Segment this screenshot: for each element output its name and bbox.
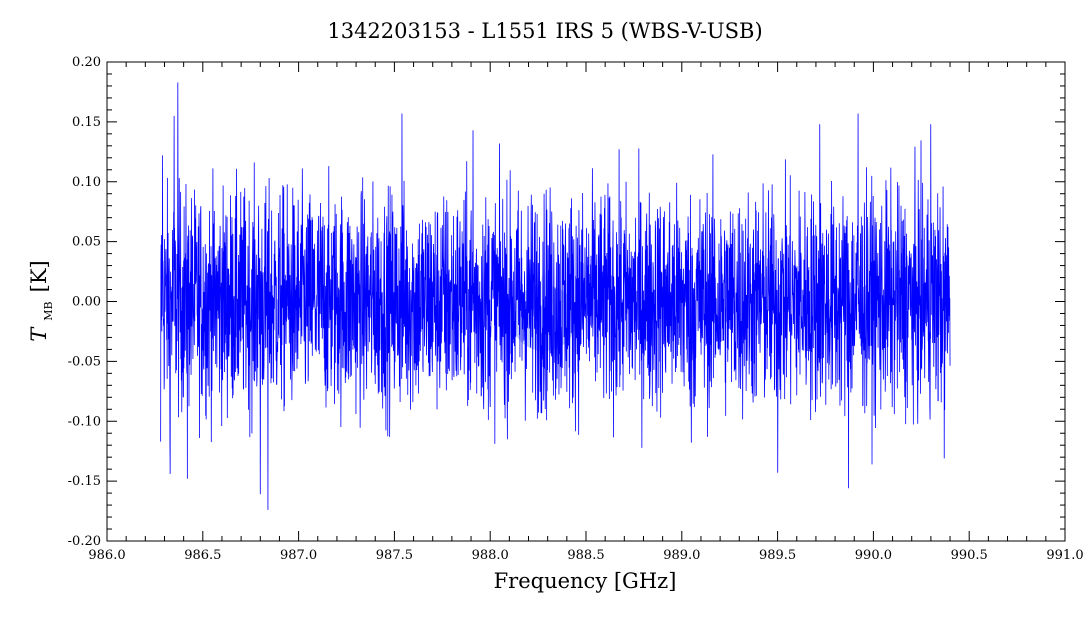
y-tick-label: -0.15 [68,474,101,489]
x-tick-label: 990.5 [951,548,988,563]
x-tick-label: 986.0 [88,548,125,563]
x-tick-label: 988.5 [567,548,604,563]
x-axis-label: Frequency [GHz] [494,569,677,593]
series-layer [160,82,951,510]
series-line [160,82,951,510]
y-tick-label: 0.00 [72,295,101,310]
y-axis-label-subscript: MB [42,301,55,320]
y-tick-label: 0.15 [72,115,101,130]
x-tick-label: 986.5 [184,548,221,563]
x-tick-label: 987.5 [376,548,413,563]
x-tick-label: 989.5 [759,548,796,563]
x-tick-label: 988.0 [472,548,509,563]
svg-text:T MB [K]: T MB [K] [27,260,56,341]
x-tick-label: 991.0 [1046,548,1083,563]
chart-title: 1342203153 - L1551 IRS 5 (WBS-V-USB) [327,19,762,43]
y-axis-label: T MB [K] [27,260,56,341]
y-axis-label-symbol: T [27,326,51,342]
x-tick-label: 987.0 [280,548,317,563]
y-tick-label: -0.20 [68,534,101,549]
y-axis-label-unit: [K] [27,260,51,292]
y-axis: -0.20 -0.15 -0.10 -0.05 0.00 0.05 0.10 0.15 0.20 [68,55,1065,549]
y-tick-label: -0.05 [68,354,101,369]
y-tick-label: 0.20 [72,55,101,70]
x-axis: 986.0 986.5 987.0 987.5 988.0 988.5 989.0 989.5… [88,62,1084,563]
x-tick-label: 990.0 [855,548,892,563]
y-tick-label: -0.10 [68,414,101,429]
y-tick-label: 0.05 [72,235,101,250]
x-tick-label: 989.0 [663,548,700,563]
y-tick-label: 0.10 [72,175,101,190]
